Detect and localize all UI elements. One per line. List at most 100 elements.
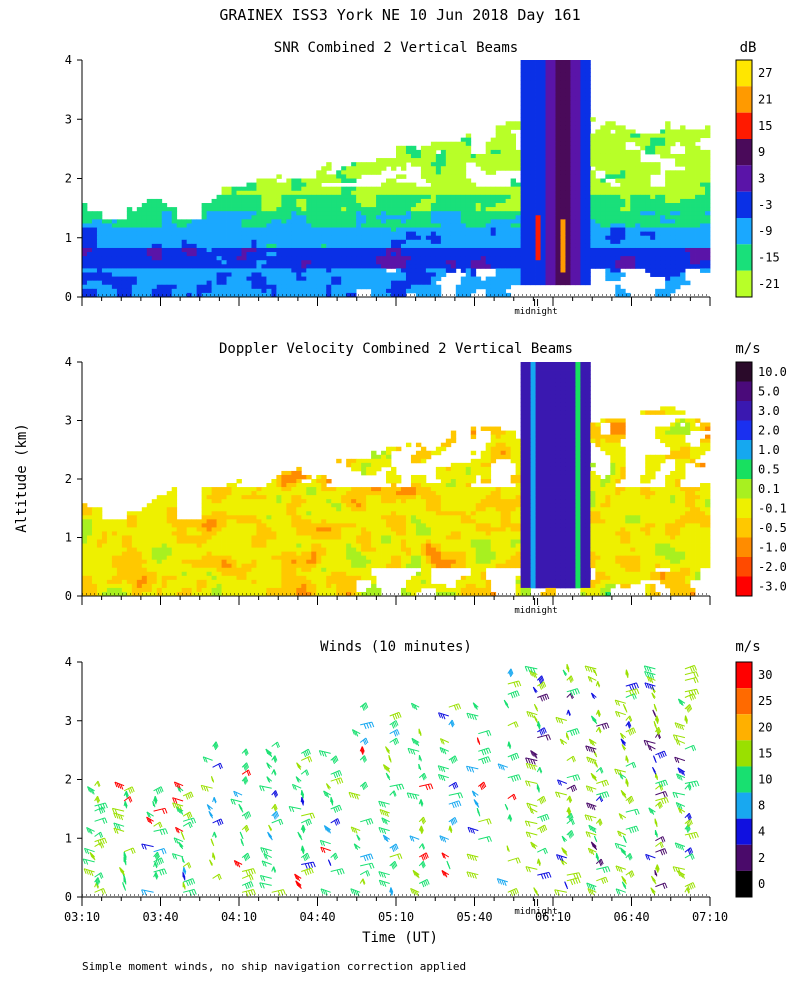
doppler-cell xyxy=(600,479,606,484)
doppler-cell xyxy=(705,438,711,444)
snr-cell xyxy=(101,268,108,273)
doppler-cell xyxy=(655,434,661,440)
snr-cell xyxy=(630,256,636,261)
snr-cell xyxy=(430,227,437,233)
snr-cell xyxy=(685,215,691,220)
snr-cell xyxy=(480,198,487,204)
snr-cell xyxy=(510,235,517,241)
snr-cell xyxy=(525,190,531,196)
snr-cell xyxy=(515,203,521,208)
snr-cell xyxy=(116,252,123,257)
doppler-cell xyxy=(700,438,706,444)
doppler-cell xyxy=(645,454,651,460)
snr-cell xyxy=(246,288,252,294)
snr-cell xyxy=(206,288,212,294)
doppler-cell xyxy=(505,454,512,460)
snr-cell xyxy=(610,137,616,143)
snr-cell xyxy=(525,272,531,277)
snr-cell xyxy=(700,264,706,269)
snr-cell xyxy=(191,276,198,282)
snr-cell xyxy=(156,215,163,220)
snr-cell xyxy=(396,272,402,277)
doppler-cell xyxy=(376,466,382,472)
snr-cell xyxy=(126,260,133,265)
snr-cell xyxy=(665,215,671,220)
snr-cell xyxy=(670,276,676,282)
snr-cell xyxy=(575,100,581,106)
snr-cell xyxy=(201,211,207,216)
snr-cell xyxy=(346,223,352,228)
snr-cell xyxy=(86,227,93,233)
snr-cell xyxy=(116,272,123,277)
snr-cell xyxy=(490,247,497,253)
snr-cell xyxy=(236,227,242,233)
snr-cell xyxy=(196,243,203,249)
snr-cell xyxy=(590,174,596,179)
snr-cell xyxy=(371,264,377,269)
snr-cell xyxy=(700,207,706,212)
snr-cell xyxy=(226,203,232,208)
snr-cell xyxy=(510,153,517,159)
snr-cell xyxy=(570,186,576,192)
snr-cell xyxy=(625,256,631,261)
snr-cell xyxy=(530,149,536,155)
snr-cell xyxy=(675,186,681,192)
snr-cell xyxy=(181,223,188,228)
snr-cell xyxy=(655,166,661,171)
snr-cell xyxy=(236,288,242,294)
snr-cell xyxy=(316,203,322,208)
snr-cell xyxy=(500,288,507,294)
snr-cell xyxy=(400,166,407,171)
snr-cell xyxy=(311,219,317,224)
snr-cell xyxy=(430,174,437,179)
snr-cell xyxy=(450,194,457,200)
snr-cell xyxy=(655,207,661,212)
snr-cell xyxy=(575,125,581,130)
snr-cell xyxy=(151,203,158,208)
snr-cell xyxy=(550,72,556,77)
snr-cell xyxy=(131,264,138,269)
x-axis-label: Time (UT) xyxy=(362,930,438,946)
snr-cell xyxy=(96,252,103,257)
snr-cell xyxy=(435,247,442,253)
snr-cell xyxy=(126,288,133,294)
snr-cell xyxy=(341,194,347,200)
snr-cell xyxy=(296,288,302,294)
snr-cell xyxy=(171,280,178,286)
snr-cell xyxy=(460,284,467,290)
snr-cell xyxy=(610,272,616,277)
doppler-cell xyxy=(296,474,302,480)
doppler-cell xyxy=(560,418,566,423)
snr-cell xyxy=(136,223,143,228)
snr-cell xyxy=(515,186,521,192)
doppler-cell xyxy=(530,462,536,468)
snr-cell xyxy=(675,207,681,212)
snr-cell xyxy=(276,292,282,298)
snr-cell xyxy=(580,207,586,212)
snr-cell xyxy=(600,243,606,249)
snr-cell xyxy=(685,219,691,224)
snr-cell xyxy=(540,96,546,102)
snr-cell xyxy=(640,141,646,147)
snr-cell xyxy=(610,153,616,159)
snr-cell xyxy=(166,260,173,265)
snr-cell xyxy=(560,182,566,188)
snr-cell xyxy=(386,247,392,253)
snr-cell xyxy=(445,223,452,228)
snr-cell xyxy=(520,182,526,188)
doppler-cell xyxy=(670,430,676,436)
snr-cell xyxy=(430,194,437,200)
snr-cell xyxy=(580,272,586,277)
snr-cell xyxy=(161,239,168,245)
snr-cell xyxy=(106,231,113,237)
snr-cell xyxy=(131,227,138,233)
snr-cell xyxy=(276,243,282,249)
snr-cell xyxy=(480,190,487,196)
colorbar-segment xyxy=(736,270,752,297)
snr-cell xyxy=(291,272,297,277)
doppler-cell xyxy=(366,462,372,468)
snr-cell xyxy=(555,125,561,130)
snr-cell xyxy=(670,264,676,269)
snr-cell xyxy=(176,268,183,273)
doppler-cell xyxy=(351,466,357,472)
